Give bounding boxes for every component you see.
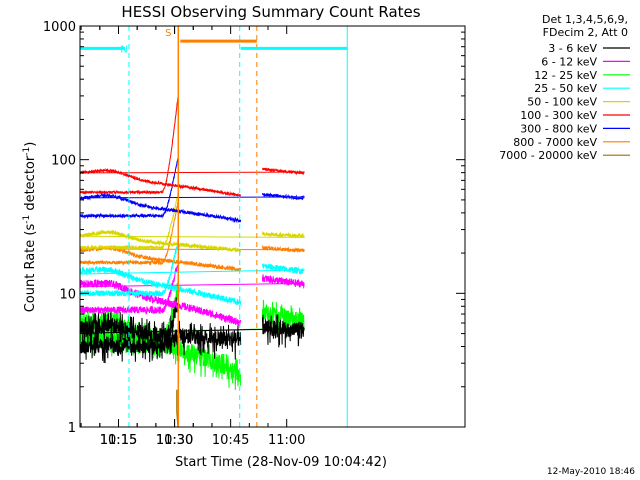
legend-entry-4: 50 - 100 keV	[527, 96, 597, 109]
x-tick-label-4: 11:15	[100, 433, 137, 448]
legend-entry-1: 6 - 12 keV	[541, 55, 597, 68]
y-axis-label-end: )	[23, 142, 38, 147]
y-axis-label-sup2: -1	[22, 147, 32, 156]
y-ticks: 1 10 100 1000	[43, 20, 465, 436]
y-tick-label-0: 1	[68, 421, 76, 436]
y-axis-label-mid: detector	[23, 155, 38, 215]
x-tick-label-3: 11:00	[268, 433, 305, 448]
legend-entry-8: 7000 - 20000 keV	[499, 149, 597, 162]
y-tick-label-1: 10	[59, 287, 76, 302]
x-tick-label-0: 10:15	[100, 433, 137, 448]
legend-entry-2: 12 - 25 keV	[534, 69, 597, 82]
y-tick-label-3: 1000	[43, 20, 76, 35]
y-tick-label-2: 100	[51, 154, 76, 169]
legend-entry-7: 800 - 7000 keV	[513, 136, 597, 149]
x-axis-label: Start Time (28-Nov-09 10:04:42)	[175, 455, 387, 470]
x-ticks: 10:15 10:30 10:45 11:00 11:15 11:30	[80, 26, 305, 448]
y-axis-label-sup1: -1	[22, 215, 32, 224]
y-axis-label-main: Count Rate (s	[23, 224, 38, 313]
x-tick-label-1: 10:30	[156, 433, 193, 448]
legend-header-line-2: FDecim 2, Att 0	[543, 26, 628, 39]
legend-entry-5: 100 - 300 keV	[520, 109, 597, 122]
legend: Det 1,3,4,5,6,9, FDecim 2, Att 0 3 - 6 k…	[499, 13, 630, 162]
generation-timestamp: 12-May-2010 18:46	[547, 467, 635, 477]
marker-layer: NS	[80, 26, 348, 427]
x-tick-label-2: 10:45	[212, 433, 249, 448]
y-axis-label: Count Rate (s-1 detector-1)	[22, 142, 38, 313]
legend-entry-3: 25 - 50 keV	[534, 82, 597, 95]
x-tick-label-5: 11:30	[156, 433, 193, 448]
legend-header-line-1: Det 1,3,4,5,6,9,	[542, 13, 628, 26]
chart-title: HESSI Observing Summary Count Rates	[121, 3, 420, 21]
plot-frame	[79, 25, 466, 428]
flag-label-N: N	[120, 45, 127, 56]
legend-entry-6: 300 - 800 keV	[520, 122, 597, 135]
series-line-3	[79, 239, 305, 306]
flag-label-S: S	[165, 28, 171, 39]
legend-entry-0: 3 - 6 keV	[548, 42, 597, 55]
